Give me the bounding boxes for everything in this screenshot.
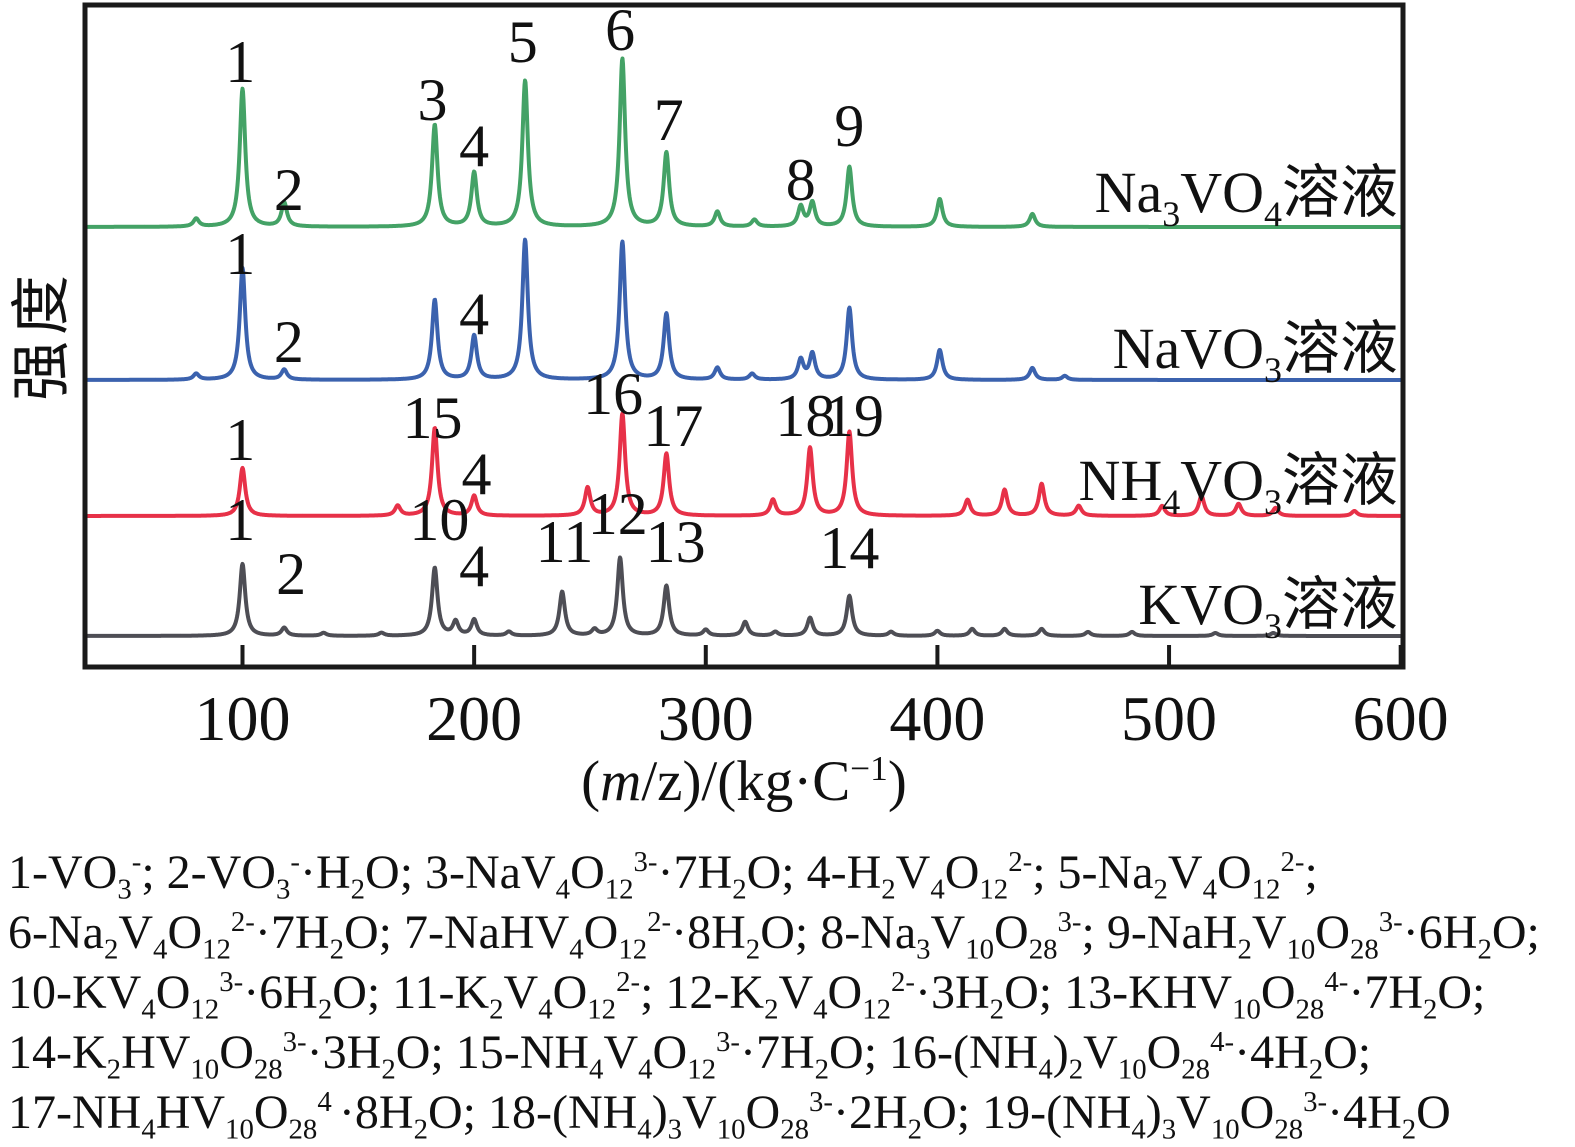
trace-label-3: KVO3溶液	[1138, 572, 1398, 646]
peak-label: 1	[225, 487, 255, 553]
peak-label: 16	[583, 361, 643, 427]
trace-3	[83, 555, 1405, 638]
peak-label: 4	[459, 533, 489, 599]
legend-line-5: 17-NH4HV10O284 ·8H2O; 18-(NH4)3V10O283-·…	[8, 1086, 1451, 1146]
trace-label-0: Na3VO4溶液	[1095, 160, 1398, 234]
peak-label: 2	[274, 309, 304, 375]
peak-label: 1	[225, 407, 255, 473]
peak-label: 1	[225, 29, 255, 95]
peak-label: 6	[605, 0, 635, 63]
trace-2	[83, 411, 1405, 518]
peak-label: 4	[459, 113, 489, 179]
peak-label: 2	[276, 541, 306, 607]
peak-label: 1	[225, 221, 255, 287]
peak-label: 4	[459, 281, 489, 347]
peak-label: 14	[819, 515, 879, 581]
peak-label: 19	[824, 383, 884, 449]
peak-label: 8	[786, 147, 816, 213]
peak-label: 17	[643, 393, 703, 459]
legend-line-4: 14-K2HV10O283-·3H2O; 15-NH4V4O123-·7H2O;…	[8, 1026, 1372, 1086]
x-tick-label: 300	[658, 683, 754, 754]
peak-label: 7	[654, 87, 684, 153]
legend-line-2: 6-Na2V4O122-·7H2O; 7-NaHV4O122-·8H2O; 8-…	[8, 906, 1540, 966]
peak-label: 18	[775, 383, 835, 449]
plot-border	[82, 2, 1406, 670]
peak-label: 9	[834, 93, 864, 159]
peak-label: 3	[417, 67, 447, 133]
peak-label: 11	[536, 509, 594, 575]
peak-label: 10	[409, 487, 469, 553]
peak-label: 5	[508, 9, 538, 75]
trace-label-1: NaVO3溶液	[1113, 316, 1398, 390]
trace-0	[83, 56, 1405, 229]
peak-label: 15	[402, 385, 462, 451]
x-axis-label: (m/z)/(kg·C−1)	[581, 749, 907, 813]
peak-label: 12	[588, 481, 648, 547]
x-tick-label: 200	[426, 683, 522, 754]
x-tick-label: 500	[1121, 683, 1217, 754]
trace-label-2: NH4VO3溶液	[1078, 448, 1398, 522]
x-tick-label: 600	[1353, 683, 1449, 754]
y-axis-label: 强度	[9, 269, 75, 401]
x-tick-label: 100	[195, 683, 291, 754]
peak-label: 13	[646, 509, 706, 575]
legend-line-3: 10-KV4O123-·6H2O; 11-K2V4O122-; 12-K2V4O…	[8, 966, 1486, 1026]
trace-1	[83, 237, 1405, 382]
peak-label: 2	[274, 157, 304, 223]
x-tick-label: 400	[889, 683, 985, 754]
compound-legend: 1-VO3-; 2-VO3-·H2O; 3-NaV4O123-·7H2O; 4-…	[8, 843, 1570, 1146]
peak-label: 4	[461, 441, 491, 507]
legend-line-1: 1-VO3-; 2-VO3-·H2O; 3-NaV4O123-·7H2O; 4-…	[8, 846, 1318, 906]
